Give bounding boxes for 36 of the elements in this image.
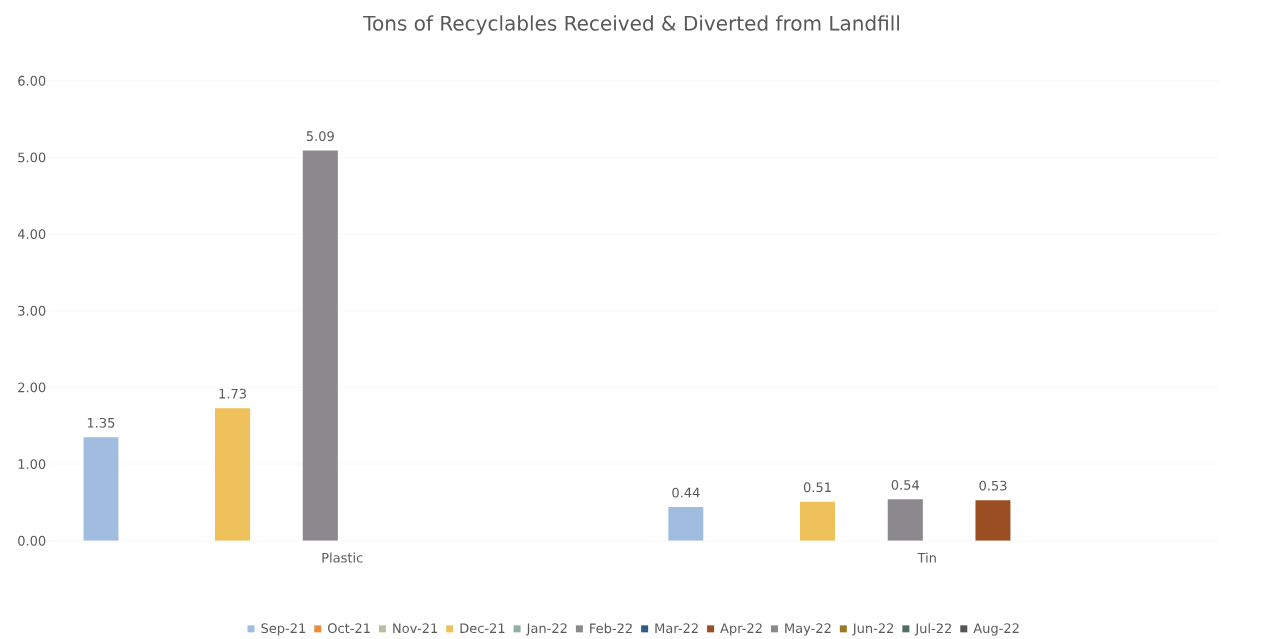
- y-tick-label: 0.00: [18, 536, 46, 546]
- bar: [887, 499, 923, 541]
- legend-label: May-22: [785, 623, 831, 636]
- data-label: 5.09: [306, 131, 334, 142]
- y-tick-label: 4.00: [17, 229, 46, 240]
- x-tick-label: Plastic: [322, 552, 363, 563]
- legend-label: Jul-22: [914, 623, 951, 636]
- bar: [302, 150, 338, 541]
- bar: [975, 500, 1011, 541]
- legend-label: Aug-22: [973, 623, 1019, 636]
- legend-label: Jun-22: [852, 623, 894, 636]
- bar: [799, 501, 836, 541]
- data-label: 1.35: [87, 418, 115, 428]
- legend-label: Feb-22: [590, 623, 632, 634]
- legend-label: Dec-21: [460, 623, 505, 634]
- y-tick-label: 3.00: [18, 306, 46, 316]
- data-label: 0.53: [979, 481, 1007, 491]
- y-tick-label: 1.00: [18, 459, 46, 470]
- data-label: 0.44: [672, 487, 700, 498]
- x-tick-label: Tin: [917, 552, 936, 563]
- legend-label: Mar-22: [655, 623, 698, 634]
- legend-label: Jan-22: [525, 623, 567, 636]
- y-tick-label: 6.00: [18, 76, 46, 86]
- bar: [214, 408, 251, 541]
- data-label: 0.54: [891, 480, 920, 491]
- y-tick-label: 5.00: [18, 152, 46, 163]
- legend-label: Sep-21: [261, 623, 306, 636]
- data-label: 0.51: [803, 482, 831, 493]
- bar: [668, 507, 704, 541]
- bar: [83, 437, 119, 541]
- legend-label: Apr-22: [720, 623, 762, 636]
- data-label: 1.73: [219, 389, 246, 399]
- y-tick-label: 2.00: [18, 382, 46, 393]
- legend-label: Oct-21: [328, 623, 370, 634]
- chart-title: Tons of Recyclables Received & Diverted from Landfill: [363, 15, 899, 35]
- legend-label: Nov-21: [393, 623, 438, 634]
